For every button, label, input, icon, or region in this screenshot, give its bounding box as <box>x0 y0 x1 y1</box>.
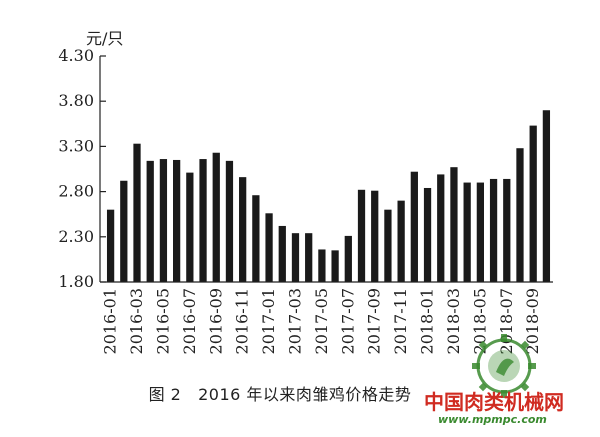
y-tick-label: 1.80 <box>58 272 94 291</box>
bar <box>463 182 471 282</box>
x-tick-label: 2016-03 <box>127 288 146 354</box>
y-tick-label: 3.80 <box>58 91 94 110</box>
caption-title: 2016 年以来肉雏鸡价格走势 <box>198 385 412 404</box>
bar <box>225 160 234 282</box>
watermark-logo-icon <box>472 334 536 398</box>
bar <box>199 159 207 282</box>
bar <box>186 172 194 282</box>
bar <box>437 174 445 282</box>
bar <box>516 148 524 282</box>
bar <box>278 225 286 282</box>
bar <box>529 125 537 282</box>
y-tick-label: 2.30 <box>58 227 94 246</box>
bar <box>291 233 300 282</box>
x-tick-label: 2018-01 <box>418 288 437 354</box>
bar <box>423 187 432 282</box>
unit-label: 元/只 <box>86 29 123 48</box>
caption-figure-number: 图 2 <box>148 385 182 404</box>
x-tick-label: 2016-01 <box>101 288 120 354</box>
bar <box>450 167 458 282</box>
y-axis: 1.80 2.30 2.80 3.30 3.80 4.30 <box>58 46 106 291</box>
bar <box>120 180 128 282</box>
x-tick-label: 2018-03 <box>444 288 463 354</box>
bar <box>489 178 498 282</box>
y-tick-label: 3.30 <box>58 136 94 155</box>
bar <box>305 233 313 282</box>
watermark-url: www.mpmpc.com <box>438 413 547 426</box>
x-tick-label: 2016-11 <box>233 288 252 354</box>
bar-series <box>106 110 551 283</box>
figure-caption: 图 2 2016 年以来肉雏鸡价格走势 <box>0 381 560 405</box>
x-axis: 2016-01 2016-03 2016-05 2016-07 2016-09 2016-… <box>100 281 553 354</box>
x-tick-label: 2018-05 <box>470 288 489 354</box>
bar <box>476 182 484 282</box>
x-tick-label: 2016-09 <box>206 288 225 354</box>
x-tick-label: 2017-07 <box>338 288 357 354</box>
bar <box>542 110 551 283</box>
bar <box>239 177 247 282</box>
bar <box>133 143 141 282</box>
y-tick-label: 2.80 <box>58 182 94 201</box>
x-tick-label: 2017-01 <box>259 288 278 354</box>
bar <box>318 249 326 282</box>
x-tick-label: 2017-11 <box>391 288 410 354</box>
bar <box>212 152 220 282</box>
x-tick-label: 2016-07 <box>180 288 199 354</box>
x-tick-label: 2017-05 <box>312 288 331 354</box>
bar <box>106 209 115 282</box>
bar <box>397 200 405 282</box>
bar <box>371 190 379 282</box>
x-tick-label: 2016-05 <box>153 288 172 354</box>
bar <box>357 189 366 282</box>
watermark-site-name: 中国肉类机械网 <box>424 390 564 414</box>
bar <box>331 250 339 282</box>
y-tick-label: 4.30 <box>58 46 94 65</box>
bar <box>503 178 511 282</box>
x-tick-label: 2017-03 <box>285 288 304 354</box>
bar <box>410 171 418 282</box>
bar <box>252 195 260 282</box>
bar <box>384 209 392 282</box>
bar <box>159 159 168 282</box>
bar <box>344 235 352 282</box>
bar <box>173 159 181 282</box>
bar <box>146 160 154 282</box>
x-tick-label: 2017-09 <box>365 288 384 354</box>
x-tick-label: 2018-09 <box>523 288 542 354</box>
price-bar-chart: 元/只 1.802.302.803.303.804.30 2016-01 2016… <box>58 29 553 354</box>
bar <box>265 213 273 282</box>
